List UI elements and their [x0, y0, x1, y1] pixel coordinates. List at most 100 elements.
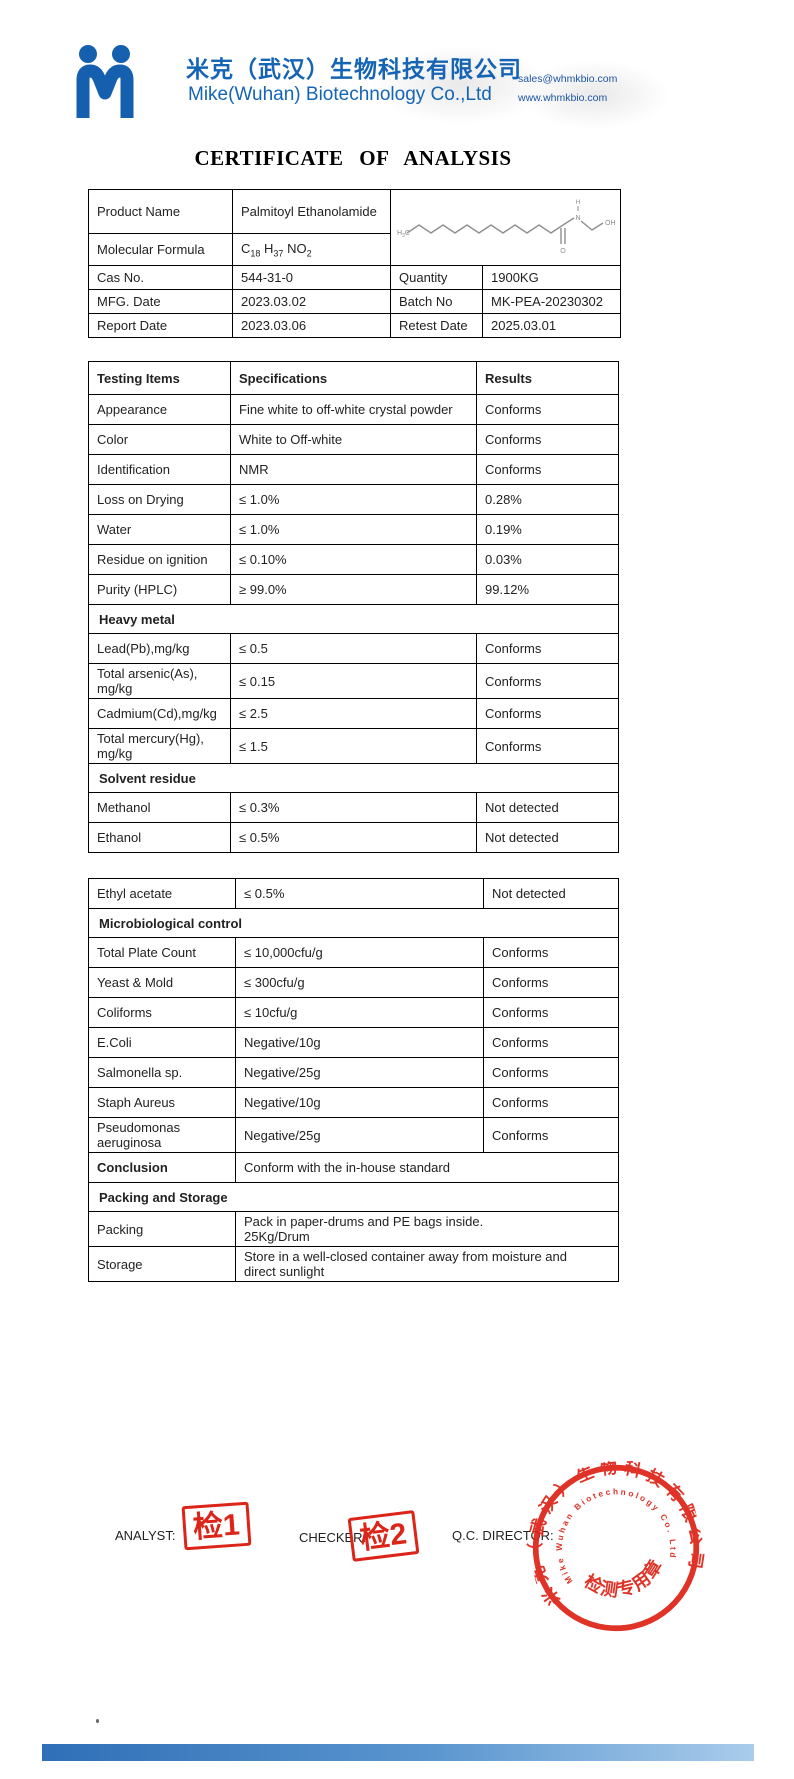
table-row: Solvent residue: [88, 763, 619, 793]
table-row: Total Plate Count ≤ 10,000cfu/g Conforms: [88, 937, 619, 968]
result-cell: Conforms: [483, 1117, 619, 1153]
molecular-formula-value: C18 H37 NO2: [232, 233, 391, 266]
merged-spec-cell: Pack in paper-drums and PE bags inside. 2…: [235, 1211, 619, 1247]
item-cell: Conclusion: [88, 1152, 236, 1183]
result-cell: Conforms: [476, 728, 619, 764]
table-header-row: Testing Items Specifications Results: [88, 361, 619, 395]
company-seal: 米克（武汉）生物科技有限公司 Mike Wuhan Biotechnology …: [512, 1444, 714, 1632]
product-name-value: Palmitoyl Ethanolamide: [232, 189, 391, 234]
product-name-label: Product Name: [88, 189, 233, 234]
qc-director-label: Q.C. DIRECTOR:: [452, 1528, 554, 1543]
cas-label: Cas No.: [88, 265, 233, 290]
spec-cell: ≤ 0.5%: [235, 878, 484, 909]
structure-h3c-label: H3C: [397, 230, 410, 239]
product-info-table: Product Name Palmitoyl Ethanolamide H3C …: [88, 189, 621, 338]
result-cell: Conforms: [476, 454, 619, 485]
chemical-structure-cell: H3C O N H OH: [390, 189, 621, 266]
table-row: Pseudomonas aeruginosa Negative/25g Confor…: [88, 1117, 619, 1153]
spec-cell: ≤ 0.3%: [230, 792, 477, 823]
item-cell: Methanol: [88, 792, 231, 823]
structure-oh-label: OH: [605, 220, 616, 227]
result-cell: Conforms: [476, 424, 619, 455]
table-row: Purity (HPLC) ≥ 99.0% 99.12%: [88, 574, 619, 605]
company-logo: [76, 45, 134, 118]
item-cell: Loss on Drying: [88, 484, 231, 515]
qc-results-table-2: Ethyl acetate ≤ 0.5% Not detected Microbiol…: [88, 878, 619, 1282]
checker-stamp: 检2: [347, 1510, 420, 1562]
spec-cell: ≤ 1.0%: [230, 514, 477, 545]
item-cell: Ethyl acetate: [88, 878, 236, 909]
result-cell: Conforms: [483, 937, 619, 968]
worldmap-watermark: [370, 45, 550, 125]
table-row: Packing and Storage: [88, 1182, 619, 1212]
item-cell: Storage: [88, 1246, 236, 1282]
item-cell: Packing: [88, 1211, 236, 1247]
table-row: Microbiological control: [88, 908, 619, 938]
quantity-label: Quantity: [390, 265, 483, 290]
spec-cell: ≤ 300cfu/g: [235, 967, 484, 998]
contact-block: sales@whmkbio.com www.whmkbio.com: [518, 70, 617, 109]
table-row: Cadmium(Cd),mg/kg ≤ 2.5 Conforms: [88, 698, 619, 729]
table-row: Staph Aureus Negative/10g Conforms: [88, 1087, 619, 1118]
column-header: Specifications: [230, 361, 477, 395]
item-cell: Total Plate Count: [88, 937, 236, 968]
result-cell: Conforms: [476, 394, 619, 425]
contact-email: sales@whmkbio.com: [518, 73, 618, 85]
batch-no-label: Batch No: [390, 289, 483, 314]
table-row: Residue on ignition ≤ 0.10% 0.03%: [88, 544, 619, 575]
item-cell: Coliforms: [88, 997, 236, 1028]
analyst-stamp: 检1: [181, 1501, 252, 1551]
analyst-label: ANALYST:: [115, 1528, 176, 1543]
table-row: Cas No. 544-31-0 Quantity 1900KG: [88, 265, 621, 290]
table-row: Report Date 2023.03.06 Retest Date 2025.…: [88, 313, 621, 338]
item-cell: Cadmium(Cd),mg/kg: [88, 698, 231, 729]
column-header: Results: [476, 361, 619, 395]
item-cell: Yeast & Mold: [88, 967, 236, 998]
spec-cell: ≤ 0.15: [230, 663, 477, 699]
table-row: Salmonella sp. Negative/25g Conforms: [88, 1057, 619, 1088]
spec-cell: ≤ 0.5%: [230, 822, 477, 853]
spec-cell: ≥ 99.0%: [230, 574, 477, 605]
item-cell: Color: [88, 424, 231, 455]
table-row: Total arsenic(As), mg/kg ≤ 0.15 Conforms: [88, 663, 619, 699]
table-row: Coliforms ≤ 10cfu/g Conforms: [88, 997, 619, 1028]
report-date-label: Report Date: [88, 313, 233, 338]
scan-speck: [96, 1719, 99, 1723]
item-cell: Lead(Pb),mg/kg: [88, 633, 231, 664]
item-cell: Total arsenic(As), mg/kg: [88, 663, 231, 699]
result-cell: Not detected: [476, 822, 619, 853]
result-cell: 99.12%: [476, 574, 619, 605]
spec-cell: ≤ 0.10%: [230, 544, 477, 575]
result-cell: Conforms: [476, 663, 619, 699]
table-row: Storage Store in a well-closed container …: [88, 1246, 619, 1282]
spec-cell: Negative/10g: [235, 1027, 484, 1058]
spec-cell: Negative/10g: [235, 1087, 484, 1118]
result-cell: Conforms: [476, 698, 619, 729]
contact-website: www.whmkbio.com: [518, 92, 608, 105]
result-cell: Conforms: [483, 1057, 619, 1088]
company-name-en: Mike(Wuhan) Biotechnology Co.,Ltd: [188, 84, 492, 105]
molecular-formula-label: Molecular Formula: [88, 233, 233, 266]
item-cell: Water: [88, 514, 231, 545]
result-cell: Conforms: [483, 1087, 619, 1118]
report-date-value: 2023.03.06: [232, 313, 391, 338]
table-row: Identification NMR Conforms: [88, 454, 619, 485]
structure-o-label: O: [560, 248, 566, 255]
table-row: Heavy metal: [88, 604, 619, 634]
table-row: Total mercury(Hg), mg/kg ≤ 1.5 Conforms: [88, 728, 619, 764]
table-row: Ethanol ≤ 0.5% Not detected: [88, 822, 619, 853]
item-cell: Staph Aureus: [88, 1087, 236, 1118]
table-row: Ethyl acetate ≤ 0.5% Not detected: [88, 878, 619, 909]
section-header-cell: Solvent residue: [88, 763, 619, 793]
table-row: Packing Pack in paper-drums and PE bags i…: [88, 1211, 619, 1247]
result-cell: 0.03%: [476, 544, 619, 575]
item-cell: Residue on ignition: [88, 544, 231, 575]
result-cell: Conforms: [476, 633, 619, 664]
result-cell: 0.28%: [476, 484, 619, 515]
table-row: Water ≤ 1.0% 0.19%: [88, 514, 619, 545]
quantity-value: 1900KG: [482, 265, 621, 290]
table-row: Molecular Formula C18 H37 NO2: [88, 233, 621, 266]
item-cell: Appearance: [88, 394, 231, 425]
column-header: Testing Items: [88, 361, 231, 395]
section-header-cell: Microbiological control: [88, 908, 619, 938]
